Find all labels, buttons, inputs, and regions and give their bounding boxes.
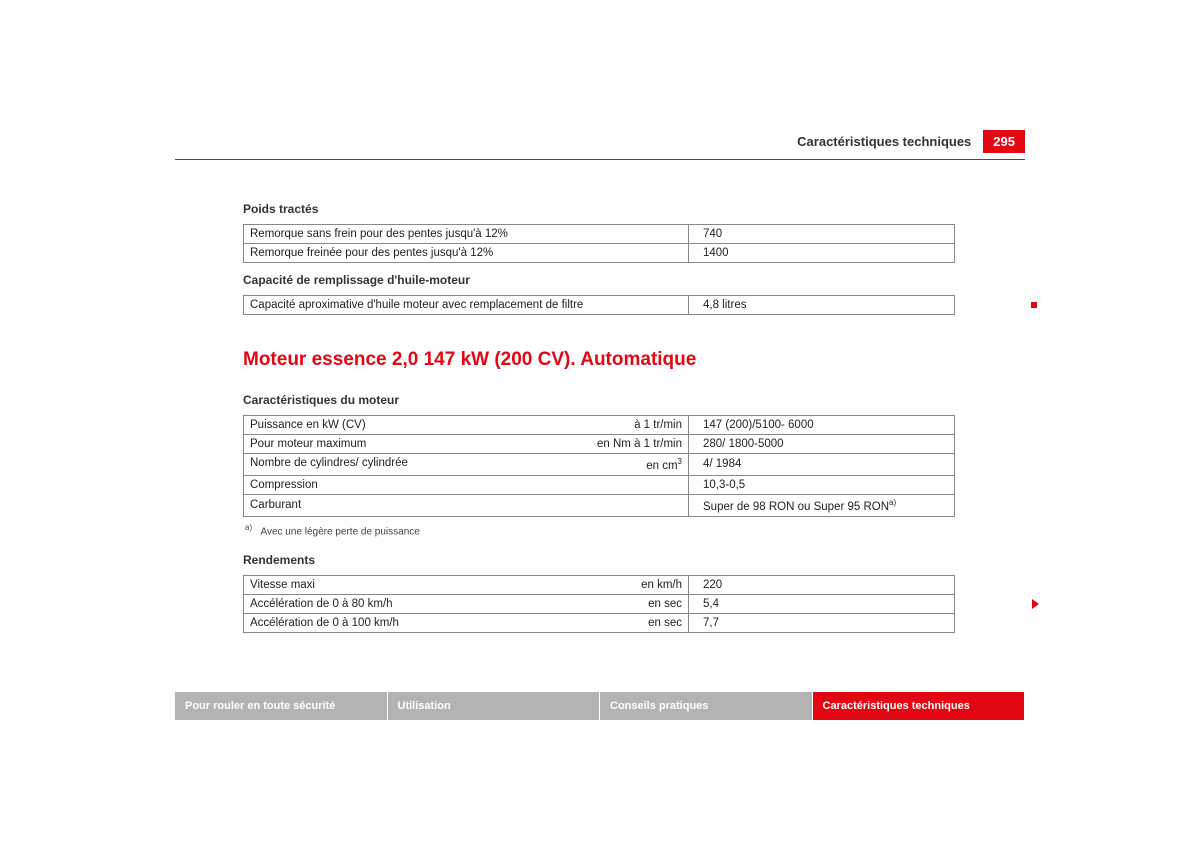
cell-label: Puissance en kW (CV) bbox=[250, 419, 366, 431]
oil-block: Capacité aproximative d'huile moteur ave… bbox=[243, 295, 1025, 315]
section-title-engine-specs: Caractéristiques du moteur bbox=[243, 393, 1025, 407]
cell-unit: en sec bbox=[648, 598, 682, 610]
section-end-icon bbox=[1031, 302, 1037, 308]
cell-unit: à 1 tr/min bbox=[634, 419, 682, 431]
table-oil-capacity: Capacité aproximative d'huile moteur ave… bbox=[243, 295, 955, 315]
table-engine-specs: Puissance en kW (CV) à 1 tr/min 147 (200… bbox=[243, 415, 955, 517]
cell-value: Super de 98 RON ou Super 95 RONa) bbox=[689, 494, 955, 516]
section-title-performance: Rendements bbox=[243, 553, 1025, 567]
footer-tab-specs[interactable]: Caractéristiques techniques bbox=[813, 692, 1026, 720]
cell-label-unit: Nombre de cylindres/ cylindrée en cm3 bbox=[244, 454, 689, 476]
cell-value: 280/ 1800-5000 bbox=[689, 435, 955, 454]
footer-tabs: Pour rouler en toute sécurité Utilisatio… bbox=[175, 692, 1025, 720]
cell-label: Nombre de cylindres/ cylindrée bbox=[250, 457, 408, 472]
cell-label: Compression bbox=[244, 475, 689, 494]
cell-value: 10,3-0,5 bbox=[689, 475, 955, 494]
header-section-title: Caractéristiques techniques bbox=[797, 134, 971, 149]
table-row: Puissance en kW (CV) à 1 tr/min 147 (200… bbox=[244, 416, 955, 435]
table-row: Vitesse maxi en km/h 220 bbox=[244, 575, 955, 594]
table-row: Remorque sans frein pour des pentes jusq… bbox=[244, 225, 955, 244]
cell-label: Remorque freinée pour des pentes jusqu'à… bbox=[244, 244, 689, 263]
cell-label-unit: Accélération de 0 à 100 km/h en sec bbox=[244, 613, 689, 632]
table-performance: Vitesse maxi en km/h 220 Accélération de… bbox=[243, 575, 955, 633]
cell-value: 4/ 1984 bbox=[689, 454, 955, 476]
cell-label-unit: Accélération de 0 à 80 km/h en sec bbox=[244, 594, 689, 613]
page-number-badge: 295 bbox=[983, 130, 1025, 153]
engine-heading: Moteur essence 2,0 147 kW (200 CV). Auto… bbox=[243, 349, 1025, 371]
cell-label: Vitesse maxi bbox=[250, 579, 315, 591]
footer-tab-safety[interactable]: Pour rouler en toute sécurité bbox=[175, 692, 388, 720]
table-row: Remorque freinée pour des pentes jusqu'à… bbox=[244, 244, 955, 263]
cell-value: 7,7 bbox=[689, 613, 955, 632]
cell-value: 5,4 bbox=[689, 594, 955, 613]
section-title-oil: Capacité de remplissage d'huile-moteur bbox=[243, 273, 1025, 287]
table-row: Carburant Super de 98 RON ou Super 95 RO… bbox=[244, 494, 955, 516]
cell-label-unit: Pour moteur maximum en Nm à 1 tr/min bbox=[244, 435, 689, 454]
cell-value: 1400 bbox=[689, 244, 955, 263]
table-row: Accélération de 0 à 100 km/h en sec 7,7 bbox=[244, 613, 955, 632]
footnote: a) Avec une légère perte de puissance bbox=[243, 523, 1025, 537]
cell-label: Accélération de 0 à 80 km/h bbox=[250, 598, 393, 610]
table-row: Nombre de cylindres/ cylindrée en cm3 4/… bbox=[244, 454, 955, 476]
cell-label: Capacité aproximative d'huile moteur ave… bbox=[244, 296, 689, 315]
footnote-marker: a) bbox=[245, 523, 252, 532]
section-title-towed: Poids tractés bbox=[243, 202, 1025, 216]
cell-unit: en km/h bbox=[641, 579, 682, 591]
page: Caractéristiques techniques 295 Poids tr… bbox=[0, 0, 1200, 633]
cell-label-unit: Vitesse maxi en km/h bbox=[244, 575, 689, 594]
cell-label: Carburant bbox=[244, 494, 689, 516]
header-rule bbox=[175, 159, 1025, 160]
table-row: Compression 10,3-0,5 bbox=[244, 475, 955, 494]
cell-label: Pour moteur maximum bbox=[250, 438, 366, 450]
footnote-text: Avec une légère perte de puissance bbox=[260, 526, 419, 537]
table-row: Accélération de 0 à 80 km/h en sec 5,4 bbox=[244, 594, 955, 613]
continue-arrow-icon bbox=[1032, 599, 1039, 609]
footer-tab-usage[interactable]: Utilisation bbox=[388, 692, 601, 720]
table-row: Capacité aproximative d'huile moteur ave… bbox=[244, 296, 955, 315]
cell-value: 147 (200)/5100- 6000 bbox=[689, 416, 955, 435]
cell-value: 740 bbox=[689, 225, 955, 244]
table-row: Pour moteur maximum en Nm à 1 tr/min 280… bbox=[244, 435, 955, 454]
cell-value: 4,8 litres bbox=[689, 296, 955, 315]
footer-tab-advice[interactable]: Conseils pratiques bbox=[600, 692, 813, 720]
cell-unit: en Nm à 1 tr/min bbox=[597, 438, 682, 450]
cell-unit: en cm3 bbox=[646, 457, 682, 472]
cell-label-unit: Puissance en kW (CV) à 1 tr/min bbox=[244, 416, 689, 435]
cell-unit: en sec bbox=[648, 617, 682, 629]
table-towed-weights: Remorque sans frein pour des pentes jusq… bbox=[243, 224, 955, 263]
cell-label: Accélération de 0 à 100 km/h bbox=[250, 617, 399, 629]
cell-label: Remorque sans frein pour des pentes jusq… bbox=[244, 225, 689, 244]
performance-block: Vitesse maxi en km/h 220 Accélération de… bbox=[243, 575, 1025, 633]
page-header: Caractéristiques techniques 295 bbox=[175, 130, 1025, 153]
cell-value: 220 bbox=[689, 575, 955, 594]
content-area: Poids tractés Remorque sans frein pour d… bbox=[175, 202, 1025, 633]
